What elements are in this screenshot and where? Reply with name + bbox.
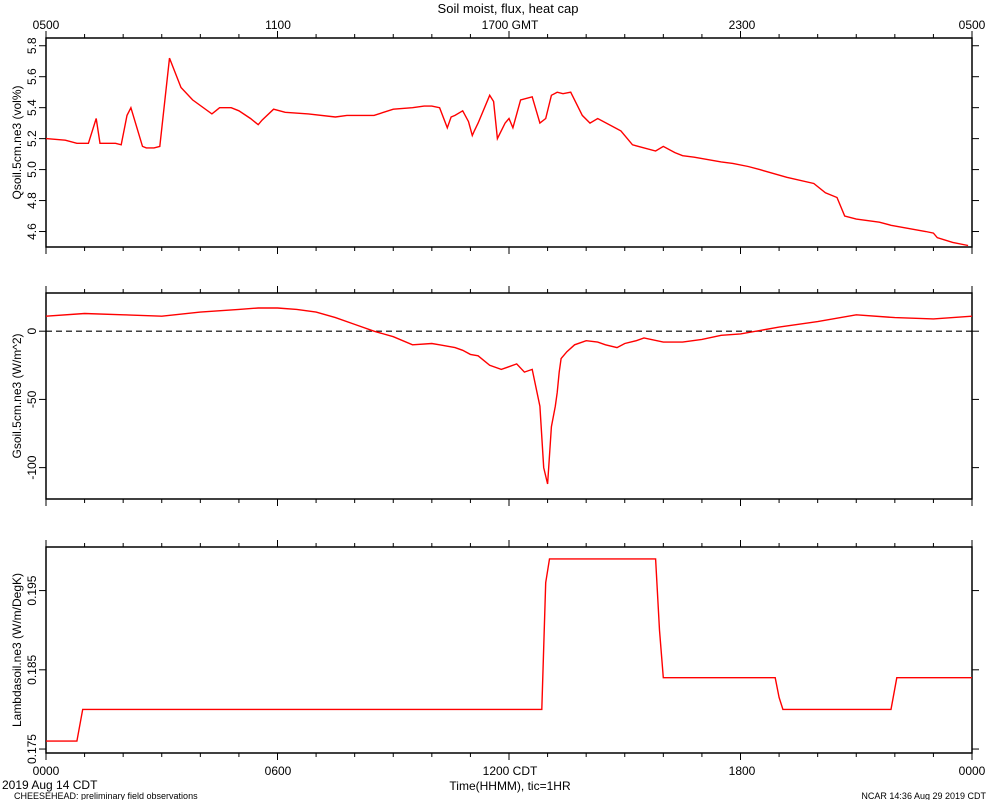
panel-x-minor-ticks (45, 286, 973, 506)
soil-moisture-series-line (45, 57, 969, 247)
soil-heat-flux-series-line (45, 307, 973, 485)
y-tick-label: 0 (25, 328, 39, 335)
y-tick-label: 5.8 (25, 37, 39, 54)
bottom-tick-label-4: 0000 (959, 764, 986, 778)
date-label: 2019 Aug 14 CDT (2, 778, 98, 792)
bottom-tick-label-3: 1800 (729, 764, 756, 778)
panel-x-minor-ticks (45, 31, 973, 254)
panel-frame (45, 37, 973, 248)
y-tick-label: 0.175 (25, 734, 39, 764)
credit-note: NCAR 14:36 Aug 29 2019 CDT (861, 791, 986, 800)
y-tick-label: 5.0 (25, 161, 39, 178)
y-tick-label: 5.6 (25, 68, 39, 85)
top-tick-label-3: 2300 (729, 18, 756, 32)
panel-soil-heat-flux: -100 -50 0 Gsoil.5cm.ne3 (W/m^2) (10, 286, 979, 506)
y-tick-label: 4.8 (25, 192, 39, 209)
y-tick-label: 4.6 (25, 223, 39, 240)
y-tick-label: -100 (25, 455, 39, 479)
panel-frame (45, 292, 973, 500)
top-tick-label-2: 1700 GMT (482, 18, 539, 32)
y-tick-label: 5.4 (25, 99, 39, 116)
top-tick-label-0: 0500 (33, 18, 60, 32)
panel-y-ticks: 0.175 0.185 0.195 (25, 575, 979, 764)
panel-y-axis-label: Qsoil.5cm.ne3 (vol%) (10, 85, 24, 199)
panel-y-axis-label: Gsoil.5cm.ne3 (W/m^2) (10, 334, 24, 459)
panel-frame (45, 546, 973, 754)
chart-title: Soil moist, flux, heat cap (438, 1, 579, 16)
panel-y-ticks: 4.6 4.8 5.0 5.2 5.4 5.6 5.8 (25, 37, 979, 240)
panel-y-axis-label: Lambdasoil.ne3 (W/m/DegK) (10, 573, 24, 727)
y-tick-label: -50 (25, 390, 39, 408)
bottom-tick-label-0: 0000 (33, 764, 60, 778)
project-note: CHEESEHEAD: preliminary field observatio… (14, 791, 198, 800)
panel-soil-moisture: 4.6 4.8 5.0 5.2 5.4 5.6 5.8 Qsoil.5cm.ne3 (vol… (10, 31, 979, 254)
panel-y-ticks: -100 -50 0 (25, 328, 979, 480)
top-tick-label-1: 1100 (265, 18, 291, 32)
thermal-conductivity-series-line (46, 558, 972, 742)
y-tick-label: 0.195 (25, 575, 39, 605)
y-tick-label: 0.185 (25, 654, 39, 684)
panel-thermal-conductivity: 0.175 0.185 0.195 Lambdasoil.ne3 (W/m/DegK… (10, 540, 979, 764)
y-tick-label: 5.2 (25, 130, 39, 147)
x-axis-label: Time(HHMM), tic=1HR (449, 779, 571, 793)
bottom-tick-label-2: 1200 CDT (483, 764, 538, 778)
bottom-tick-label-1: 0600 (265, 764, 292, 778)
top-tick-label-4: 0500 (959, 18, 986, 32)
panel-x-minor-ticks (45, 540, 973, 760)
